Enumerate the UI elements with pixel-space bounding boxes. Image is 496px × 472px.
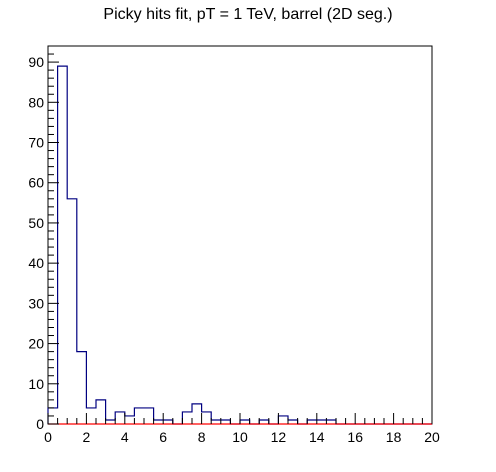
y-tick-label: 40: [28, 255, 44, 271]
histogram-bin: [96, 400, 106, 424]
histogram-bin: [77, 352, 87, 424]
histogram-bin: [240, 420, 250, 424]
chart-title: Picky hits fit, pT = 1 TeV, barrel (2D s…: [103, 6, 393, 23]
x-tick-label: 10: [232, 429, 248, 445]
histogram-bin: [259, 420, 269, 424]
histogram-bin: [115, 412, 125, 424]
histogram-bin: [202, 412, 212, 424]
histogram-bin: [163, 420, 173, 424]
x-tick-label: 12: [271, 429, 287, 445]
histogram-bin: [182, 412, 192, 424]
y-tick-label: 90: [28, 54, 44, 70]
histogram-bin: [58, 66, 68, 424]
histogram-bin: [211, 420, 221, 424]
histogram-bin: [326, 420, 336, 424]
y-tick-label: 60: [28, 175, 44, 191]
y-tick-label: 80: [28, 94, 44, 110]
x-tick-label: 14: [309, 429, 325, 445]
x-tick-label: 6: [159, 429, 167, 445]
histogram-bin: [106, 420, 116, 424]
x-tick-label: 2: [83, 429, 91, 445]
y-tick-label: 20: [28, 336, 44, 352]
x-tick-label: 20: [424, 429, 440, 445]
y-tick-label: 10: [28, 376, 44, 392]
histogram-bin: [86, 408, 96, 424]
histogram-bin: [221, 420, 231, 424]
y-tick-label: 30: [28, 295, 44, 311]
plot-frame: [47, 45, 433, 425]
histogram-bin: [134, 408, 144, 424]
histogram-bin: [192, 404, 202, 424]
histogram-bin: [144, 408, 154, 424]
y-tick-label: 70: [28, 135, 44, 151]
histogram-bin: [307, 420, 317, 424]
x-tick-label: 0: [44, 429, 52, 445]
histogram-bin: [288, 420, 298, 424]
x-tick-label: 8: [198, 429, 206, 445]
y-tick-label: 50: [28, 215, 44, 231]
histogram-bin: [67, 199, 77, 424]
x-tick-label: 16: [347, 429, 363, 445]
x-tick-label: 18: [386, 429, 402, 445]
x-tick-label: 4: [121, 429, 129, 445]
histogram-bin: [317, 420, 327, 424]
histogram-bin: [278, 416, 288, 424]
y-tick-label: 0: [36, 416, 44, 432]
histogram-bin: [125, 416, 135, 424]
histogram-bin: [154, 420, 164, 424]
histogram-series-0: [47, 65, 432, 425]
